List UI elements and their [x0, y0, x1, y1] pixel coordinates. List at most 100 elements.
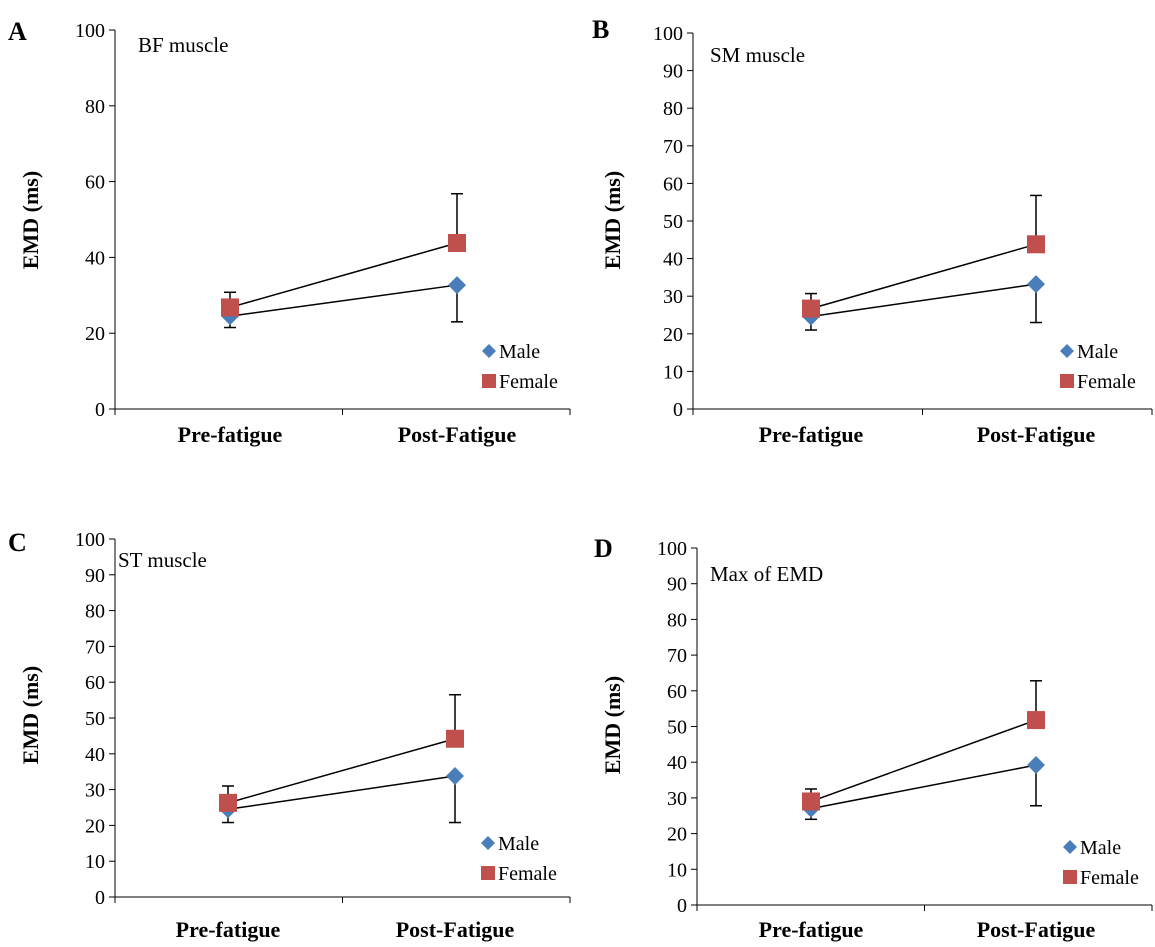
legend-marker-male: [482, 344, 496, 358]
x-tick-label: Post-Fatigue: [396, 917, 515, 942]
panel-letter: B: [592, 15, 609, 44]
chart-panel-b: B 0 10 20 30 40 50 60 70 80 90 100 Pre-fatigue Post-F…: [592, 15, 1153, 447]
legend-marker-female: [1060, 374, 1074, 388]
legend-label-male: Male: [499, 341, 540, 363]
y-tick-label: 70: [663, 136, 683, 158]
panel-annotation: BF muscle: [138, 33, 228, 57]
series-line-male: [810, 764, 1037, 810]
y-tick-label: 80: [85, 96, 105, 118]
y-tick-label: 60: [667, 681, 687, 703]
data-point-female: [802, 792, 820, 811]
y-tick-label: 90: [667, 574, 687, 596]
y-axis-title: EMD (ms): [600, 676, 625, 774]
y-tick-label: 100: [75, 20, 105, 42]
y-tick-label: 10: [85, 851, 105, 873]
series-line-female: [229, 242, 458, 309]
data-point-female: [802, 299, 820, 318]
data-point-male: [448, 276, 466, 295]
y-axis-title: EMD (ms): [600, 171, 625, 269]
x-tick-label: Post-Fatigue: [977, 422, 1096, 447]
y-tick-label: 0: [95, 399, 105, 421]
y-axis-title: EMD (ms): [18, 666, 43, 764]
y-tick-label: 100: [657, 538, 687, 560]
legend-label-female: Female: [499, 371, 558, 393]
data-point-female: [219, 793, 237, 812]
data-point-male: [1027, 275, 1045, 294]
legend-label-female: Female: [1077, 371, 1136, 393]
legend-label-male: Male: [1077, 341, 1118, 363]
y-tick-label: 0: [95, 887, 105, 909]
y-tick-label: 20: [667, 824, 687, 846]
y-tick-label: 50: [663, 211, 683, 233]
y-tick-label: 100: [75, 529, 105, 551]
panel-letter: A: [8, 17, 27, 46]
panel-letter: C: [8, 528, 27, 557]
y-tick-label: 90: [663, 61, 683, 83]
chart-panel-a: A 0 20 40 60 80 100 Pre-fatigue Post-Fatigue EMD …: [8, 17, 571, 447]
y-tick-label: 80: [85, 601, 105, 623]
data-point-female: [1027, 711, 1045, 730]
chart-panel-d: D 0 10 20 30 40 50 60 70 80 90 100 Pre-fatigue Post-F…: [594, 534, 1153, 942]
y-tick-label: 100: [653, 23, 683, 45]
series-line-female: [810, 719, 1037, 803]
x-tick-label: Post-Fatigue: [977, 917, 1096, 942]
y-tick-label: 0: [677, 895, 687, 917]
panel-annotation: Max of EMD: [710, 562, 823, 586]
chart-panel-c: C 0 10 20 30 40 50 60 70 80 90 100 Pre-fatigue Post-F…: [8, 528, 571, 942]
legend-label-male: Male: [498, 833, 539, 855]
y-tick-label: 20: [663, 324, 683, 346]
x-tick-label: Pre-fatigue: [176, 917, 281, 942]
data-point-female: [446, 729, 464, 748]
y-tick-label: 40: [85, 744, 105, 766]
x-tick-label: Pre-fatigue: [178, 422, 283, 447]
y-tick-label: 60: [663, 173, 683, 195]
x-tick-label: Pre-fatigue: [759, 422, 864, 447]
y-tick-label: 80: [663, 98, 683, 120]
y-tick-label: 40: [85, 247, 105, 269]
y-tick-label: 50: [85, 708, 105, 730]
y-tick-label: 80: [667, 609, 687, 631]
y-tick-label: 10: [667, 859, 687, 881]
panel-annotation: SM muscle: [710, 43, 805, 67]
data-point-female: [448, 233, 466, 252]
data-point-female: [221, 298, 239, 317]
legend-marker-female: [482, 374, 496, 388]
y-tick-label: 50: [667, 717, 687, 739]
data-point-male: [1027, 756, 1045, 775]
y-tick-label: 70: [667, 645, 687, 667]
y-tick-label: 70: [85, 636, 105, 658]
series-line-male: [810, 283, 1037, 318]
legend-marker-male: [1060, 344, 1074, 358]
legend-marker-male: [1063, 840, 1077, 854]
y-tick-label: 90: [85, 565, 105, 587]
panel-annotation: ST muscle: [118, 548, 207, 572]
series-line-female: [810, 243, 1037, 310]
x-tick-label: Pre-fatigue: [759, 917, 864, 942]
panel-letter: D: [594, 534, 613, 563]
series-line-female: [227, 738, 456, 804]
legend-label-male: Male: [1080, 837, 1121, 859]
y-tick-label: 40: [667, 752, 687, 774]
legend-label-female: Female: [498, 863, 557, 885]
y-tick-label: 20: [85, 323, 105, 345]
y-tick-label: 20: [85, 815, 105, 837]
y-tick-label: 10: [663, 361, 683, 383]
data-point-female: [1027, 235, 1045, 254]
y-tick-label: 0: [673, 399, 683, 421]
y-axis-title: EMD (ms): [18, 171, 43, 269]
series-line-male: [229, 284, 458, 317]
y-tick-label: 30: [667, 788, 687, 810]
legend-label-female: Female: [1080, 867, 1139, 889]
y-tick-label: 40: [663, 249, 683, 271]
y-tick-label: 30: [85, 780, 105, 802]
y-tick-label: 60: [85, 672, 105, 694]
legend-marker-female: [1063, 870, 1077, 884]
series-line-male: [227, 775, 456, 811]
legend-marker-male: [481, 836, 495, 850]
data-point-male: [446, 766, 464, 785]
legend-marker-female: [481, 866, 495, 880]
x-tick-label: Post-Fatigue: [398, 422, 517, 447]
y-tick-label: 30: [663, 286, 683, 308]
y-tick-label: 60: [85, 172, 105, 194]
